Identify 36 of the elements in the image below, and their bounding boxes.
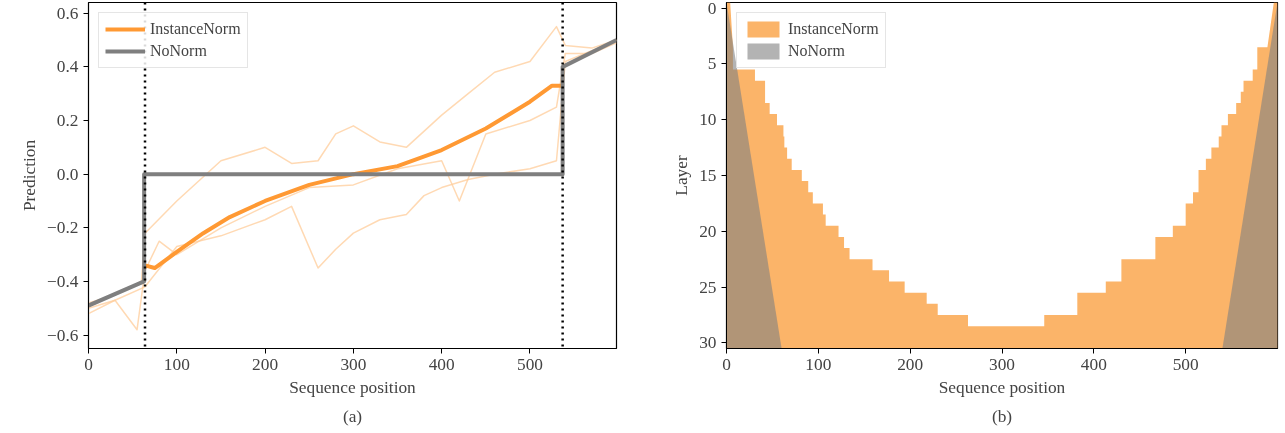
x-tick-label: 0 [84,354,93,374]
x-tick-label: 200 [252,354,279,374]
y-tick-label: 0.2 [56,111,79,131]
y-tick-label: 0.4 [56,57,79,77]
y-tick-label: 30 [699,333,717,353]
x-tick-label: 300 [340,354,367,374]
x-axis-title: Sequence position [289,377,417,397]
legend-label: NoNorm [788,42,845,60]
x-tick-label: 500 [516,354,543,374]
x-axis-title: Sequence position [938,377,1066,397]
y-tick-label: −0.2 [47,218,79,238]
text: (a) [342,406,363,426]
x-tick-label: 400 [428,354,455,374]
y-tick-label: 5 [707,54,717,74]
y-axis-title: Prediction [20,139,40,212]
legend-label: InstanceNorm [788,20,879,38]
y-tick-label: 10 [699,110,717,130]
y-tick-label: 20 [699,221,717,241]
legend-label: InstanceNorm [150,20,241,38]
x-tick-label: 200 [897,354,924,374]
y-tick-label: −0.6 [47,325,79,345]
x-tick-label: 300 [989,354,1015,374]
text: (b) [991,406,1013,426]
legend-label: NoNorm [150,42,207,60]
x-tick-label: 0 [722,354,731,374]
y-tick-label: 0.0 [56,164,79,184]
x-tick-label: 400 [1080,354,1107,374]
x-tick-label: 500 [1172,354,1199,374]
y-tick-label: 0.6 [56,3,79,23]
x-tick-label: 100 [163,354,190,374]
y-tick-label: 15 [699,166,717,185]
y-axis-title: Layer [672,155,692,196]
y-tick-label: 25 [699,277,717,297]
y-tick-label: 0 [707,0,717,18]
y-tick-label: −0.4 [47,271,79,291]
x-tick-label: 100 [805,354,832,374]
